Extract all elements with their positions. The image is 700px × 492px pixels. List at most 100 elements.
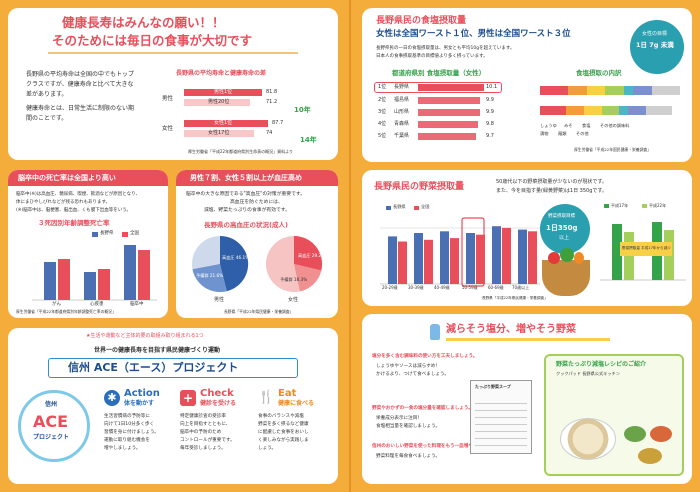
tip2-heading: 野菜やおかずの一食の塩分量を確認しましょう。 xyxy=(372,406,473,411)
salt-legend-1: しょうゆ xyxy=(540,123,557,128)
veg-bar-nagano-5 xyxy=(492,226,501,284)
tips-panel: 減らそう塩分、増やそう野菜 塩分を多く含む調味料の使い方を工夫しましょう。 しょ… xyxy=(362,314,692,484)
headline-underline xyxy=(48,52,298,54)
salt-source: 厚生労働省「平成22年国民健康・栄養調査」 xyxy=(574,147,651,152)
bp-source: 長野県「平成22年県民健康・栄養調査」 xyxy=(224,309,294,314)
salt-segment-salt xyxy=(586,86,606,95)
bp-chart-title: 長野県の高血圧の状況(成人) xyxy=(204,221,288,229)
salt-rank5-bar xyxy=(418,133,476,140)
veg-bar-nagano-4 xyxy=(466,233,475,284)
action-text-5: 増やしましょう。 xyxy=(104,446,141,451)
project-title: 信州 ACE（エース）プロジェクト xyxy=(68,361,239,374)
veg-chart xyxy=(380,206,540,287)
salt-rank2-value: 9.9 xyxy=(486,97,494,103)
tomato-icon xyxy=(548,252,560,264)
veg-bowl-2-image xyxy=(650,426,672,442)
stroke-title: 脳卒中の死亡率は全国より高い xyxy=(18,174,116,182)
veg-bar-national-2 xyxy=(424,239,433,284)
veg-bar-nagano-3 xyxy=(440,231,449,284)
lifespan-male-healthy-bar xyxy=(184,99,250,106)
salt-rank5-value: 9.7 xyxy=(486,133,494,139)
bp-men-borderline-slice xyxy=(192,264,227,293)
veg-cat-6: 70歳以上 xyxy=(512,285,530,290)
recipe-soup-label: たっぷり野菜スープ xyxy=(475,384,511,389)
veg-basket-image xyxy=(542,248,590,296)
eat-text-2: 野菜を多く摂るなど健康 xyxy=(258,422,309,427)
veg-text-1: 50歳代以下の野菜摂取量が少ないのが現状です。 xyxy=(496,179,607,185)
salt-rank4-value: 9.8 xyxy=(486,121,494,127)
bp-women-borderline-slice xyxy=(294,264,322,292)
salt-segment-miso xyxy=(568,86,587,95)
bp-title-bar xyxy=(176,170,338,186)
salt-rank5-pref: 千葉県 xyxy=(394,133,410,139)
veg-legend-swatch-national xyxy=(414,206,419,210)
salt-rank2-rank: 2位 xyxy=(378,97,387,103)
salt-segment-pickles-f xyxy=(619,106,628,115)
salt-segment-seasoning xyxy=(605,86,625,95)
stroke-cat-cancer: がん xyxy=(52,302,61,307)
lifespan-chart-title: 長野県の平均寿命と健康寿命の差 xyxy=(176,70,267,77)
stroke-text-3: (※)脳卒中は、脳梗塞、脳出血、くも膜下出血等をいう。 xyxy=(16,208,132,213)
check-text-3: 脳卒中の予防のため xyxy=(180,430,222,435)
tip2-line1: 栄養成分表示に注目！ xyxy=(376,416,422,421)
lifespan-male-avg-label: 男性1位 xyxy=(214,89,233,95)
veg-title: 長野県民の野菜摂取量 xyxy=(374,182,465,192)
salt-rank-highlight xyxy=(374,82,502,93)
lifespan-text-2: クラスですが、健康寿命と比べて大きな xyxy=(26,81,134,88)
stroke-legend-swatch-national xyxy=(122,232,128,237)
bp-women-pie xyxy=(266,235,323,292)
salt-rank3-value: 9.9 xyxy=(486,109,494,115)
page-fold xyxy=(349,0,351,492)
salt-rank1-pref: 長野県 xyxy=(394,84,410,90)
eat-icon: 🍴 xyxy=(258,390,275,405)
stroke-text-1: 脳卒中(※)は高血圧、糖尿病、喫煙、飲酒などが原因となり、 xyxy=(16,192,140,197)
lifespan-text-4: 健康寿命とは、日常生活に制限のない期 xyxy=(26,105,135,112)
bp-men-high-slice xyxy=(220,235,249,292)
lifespan-female-healthy-label: 女性17位 xyxy=(208,130,230,136)
veg-goal-badge xyxy=(540,204,590,254)
lifespan-female-gap: 14年 xyxy=(300,136,317,144)
salt-legend-5: 漬物 xyxy=(540,131,549,136)
salt-segment-noodles xyxy=(633,86,653,95)
lifespan-source: 厚生労働省「平成22年都道府県別生命表の概況」資料より xyxy=(188,149,294,154)
action-jp: 体を動かす xyxy=(124,400,155,407)
salt-rank4-pref: 青森県 xyxy=(394,121,410,127)
salt-rank2-bar xyxy=(418,97,480,104)
veg-bar-national-3 xyxy=(450,238,459,284)
eat-text-5: しょう。 xyxy=(258,446,277,451)
veg-trend-legend-2005: 平成17年 xyxy=(611,203,629,208)
tips-title: 減らそう塩分、増やそう野菜 xyxy=(446,324,576,335)
nutrition-label: たっぷり野菜スープ xyxy=(470,380,532,454)
salt-legend-3: 食塩 xyxy=(582,123,591,128)
veg-trend-note-box xyxy=(620,242,672,256)
veg-panel: 長野県民の野菜摂取量 50歳代以下の野菜摂取量が少ないのが現状です。 また、今を… xyxy=(362,170,692,306)
veg-goal-value: 1日350g xyxy=(546,224,578,232)
veg-highlight-box xyxy=(461,217,485,287)
broccoli-icon xyxy=(560,248,574,262)
salt-rank3-bar xyxy=(418,109,480,116)
bp-women-borderline-label: 予備群 18.3% xyxy=(280,277,308,282)
salt-rank1-rank: 1位 xyxy=(378,84,387,90)
veg-bar-national-5 xyxy=(502,227,511,284)
tips-title-underline xyxy=(446,338,610,341)
lifespan-female-avg-label: 女性1位 xyxy=(214,120,233,126)
action-text-3: 習慣を身に付けましょう。 xyxy=(104,430,159,435)
veg-bars xyxy=(388,226,537,284)
lifespan-female-avg-value: 87.7 xyxy=(272,120,284,126)
check-text-2: 向上を目指すとともに、 xyxy=(180,422,231,427)
stroke-legend-national: 全国 xyxy=(130,231,139,236)
salt-breakdown-female xyxy=(540,106,672,115)
lifespan-male-gap: 10年 xyxy=(294,106,311,114)
bp-women-high-label: 高血圧 29.2% xyxy=(298,253,326,258)
veg-trend-male-2010 xyxy=(624,232,634,280)
tip2-line2: 食塩相当量を確認しましょう。 xyxy=(376,424,441,429)
veg-legend-national: 全国 xyxy=(421,204,430,209)
bp-women-label: 女性 xyxy=(288,297,299,303)
stroke-bar-stroke-national xyxy=(138,250,150,300)
salt-text-2: 日本人の食事摂取基準の目標値より多く摂っています。 xyxy=(376,54,488,59)
ace-logo: 信州 ACE プロジェクト xyxy=(18,390,90,462)
salt-breakdown-male xyxy=(540,86,681,95)
veg-cat-5: 60-69歳 xyxy=(488,285,504,290)
action-text-1: 生活習慣病の予防等に xyxy=(104,414,150,419)
lifespan-male-healthy-value: 71.2 xyxy=(266,99,278,105)
